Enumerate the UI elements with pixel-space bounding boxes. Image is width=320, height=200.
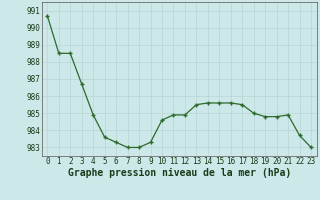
X-axis label: Graphe pression niveau de la mer (hPa): Graphe pression niveau de la mer (hPa) bbox=[68, 168, 291, 178]
